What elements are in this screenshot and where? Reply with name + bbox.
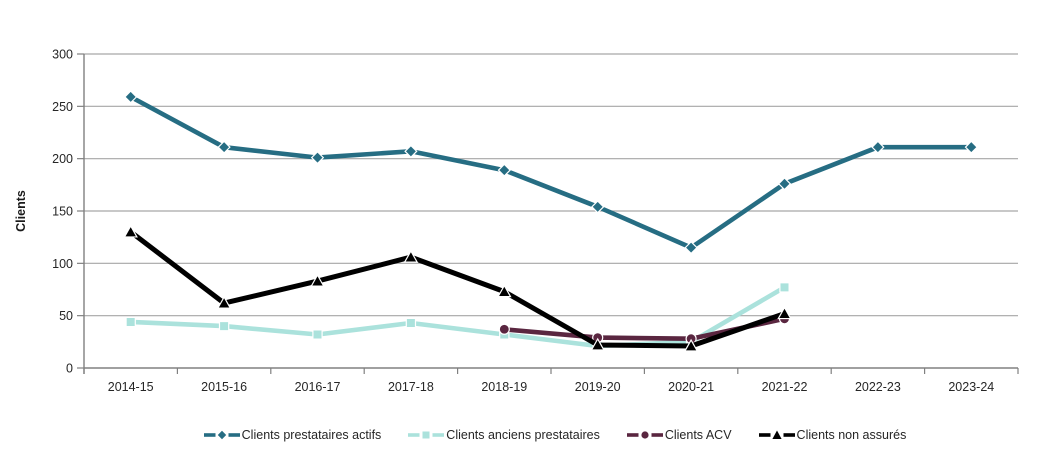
chart-plot-area: 0 50 100 150 200 250 300 2014-15 2015-16 2016-17 2… xyxy=(52,48,1019,394)
x-axis-label: 2023-24 xyxy=(948,380,994,394)
data-point-marker xyxy=(683,338,699,352)
x-axis-label: 2021-22 xyxy=(762,380,808,394)
legend-item-3: Clients non assurés xyxy=(758,428,907,442)
legend-swatch-circle-icon xyxy=(626,431,663,439)
legend-label: Clients prestataires actifs xyxy=(241,428,382,442)
legend-item-0: Clients prestataires actifs xyxy=(203,428,382,442)
data-point-marker xyxy=(124,90,138,104)
data-point-marker xyxy=(123,224,138,238)
legend-swatch-triangle-icon xyxy=(758,430,795,439)
line-chart: 0 50 100 150 200 250 300 2014-15 2015-16 2016-17 2… xyxy=(14,48,1019,394)
series-line-triangle xyxy=(128,229,787,349)
y-axis-title: Clients xyxy=(14,190,28,232)
legend-label: Clients ACV xyxy=(664,428,732,442)
data-point-marker xyxy=(310,150,325,165)
series-line-diamond xyxy=(128,94,974,250)
x-axis-label: 2017-18 xyxy=(388,380,434,394)
data-point-marker xyxy=(216,295,232,309)
data-point-marker xyxy=(405,317,417,329)
data-point-marker xyxy=(125,316,136,328)
y-tick-label: 300 xyxy=(52,48,73,62)
data-point-marker xyxy=(964,140,978,154)
data-point-marker xyxy=(777,177,792,191)
legend-label: Clients non assurés xyxy=(796,428,907,442)
legend-item-1: Clients anciens prestataires xyxy=(408,428,600,442)
x-axis-label: 2022-23 xyxy=(855,380,901,394)
x-axis-label: 2018-19 xyxy=(481,380,527,394)
x-axis-label: 2015-16 xyxy=(201,380,247,394)
data-point-marker xyxy=(497,284,512,298)
data-point-marker xyxy=(779,282,790,293)
y-tick-label: 250 xyxy=(52,100,73,114)
y-tick-label: 150 xyxy=(52,205,73,219)
y-tick-label: 0 xyxy=(66,362,73,376)
data-point-marker xyxy=(871,140,885,154)
data-point-marker xyxy=(404,144,418,158)
data-point-marker xyxy=(777,306,792,320)
y-tick-label: 100 xyxy=(52,257,73,271)
legend-label: Clients anciens prestataires xyxy=(446,428,600,442)
data-point-marker xyxy=(403,249,419,263)
series-line-square xyxy=(128,285,787,349)
data-point-marker xyxy=(217,140,231,154)
y-tick-label: 200 xyxy=(52,152,73,166)
data-point-marker xyxy=(591,200,605,214)
data-point-marker xyxy=(590,337,605,351)
legend-item-2: Clients ACV xyxy=(626,428,732,442)
data-point-marker xyxy=(498,323,510,335)
legend-swatch-diamond-icon xyxy=(203,430,240,440)
x-axis-label: 2014-15 xyxy=(108,380,154,394)
x-axis-label: 2020-21 xyxy=(668,380,714,394)
data-point-marker xyxy=(310,273,325,287)
y-tick-label: 50 xyxy=(59,309,73,323)
x-axis-label: 2016-17 xyxy=(295,380,341,394)
data-point-marker xyxy=(312,329,323,340)
x-axis-label: 2019-20 xyxy=(575,380,621,394)
data-point-marker xyxy=(684,240,698,255)
legend-swatch-square-icon xyxy=(408,431,445,439)
chart-legend: Clients prestataires actifs Clients ancie… xyxy=(0,428,1052,442)
data-point-marker xyxy=(218,320,230,332)
data-point-marker xyxy=(497,163,511,177)
